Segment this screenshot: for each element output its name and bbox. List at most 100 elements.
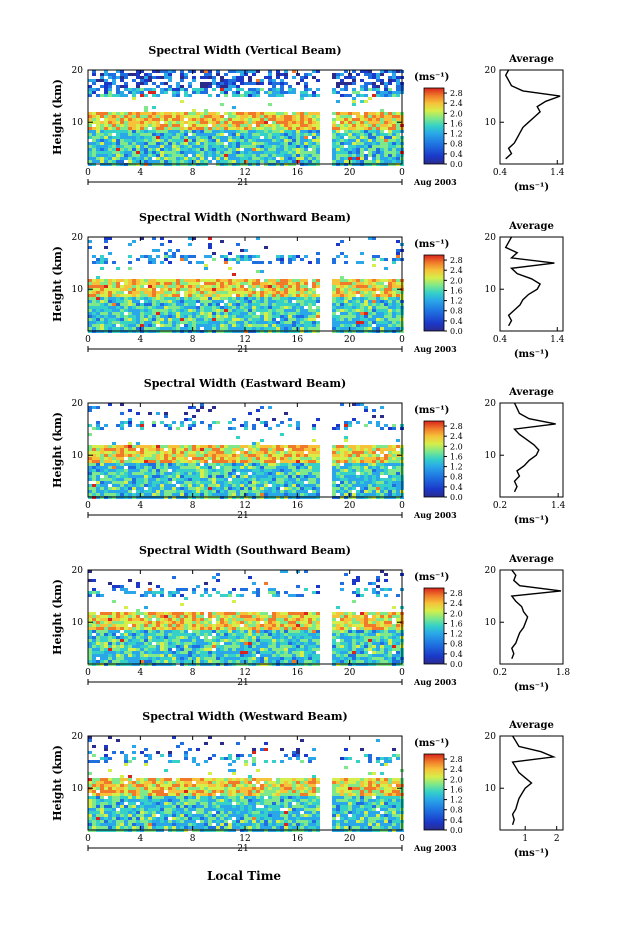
heatmap-cell (388, 291, 392, 294)
heatmap-cell (188, 136, 192, 139)
heatmap-cell (392, 124, 396, 127)
heatmap-cell (112, 303, 116, 306)
heatmap-cell (236, 436, 240, 439)
heatmap-cell (244, 279, 248, 282)
heatmap-cell (344, 318, 348, 321)
heatmap-cell (204, 469, 208, 472)
heatmap-cell (316, 475, 320, 478)
heatmap-cell (144, 315, 148, 318)
heatmap-cell (88, 463, 92, 466)
heatmap-cell (312, 463, 316, 466)
heatmap-cell (144, 460, 148, 463)
heatmap-cell (368, 70, 372, 73)
heatmap-cell (100, 487, 104, 490)
heatmap-cell (96, 448, 100, 451)
heatmap-cell (232, 469, 236, 472)
heatmap-cell (256, 157, 260, 160)
heatmap-cell (240, 76, 244, 79)
heatmap-cell (332, 481, 336, 484)
heatmap-cell (392, 324, 396, 327)
heatmap-cell (192, 445, 196, 448)
heatmap-cell (364, 279, 368, 282)
heatmap-cell (240, 303, 244, 306)
heatmap-cell (112, 139, 116, 142)
heatmap-cell (220, 294, 224, 297)
heatmap-cell (380, 445, 384, 448)
heatmap-cell (340, 303, 344, 306)
heatmap-cell (92, 88, 96, 91)
heatmap-cell (148, 291, 152, 294)
heatmap-cell (240, 327, 244, 330)
heatmap-cell (332, 88, 336, 91)
heatmap-cell (100, 115, 104, 118)
heatmap-cell (200, 157, 204, 160)
heatmap-cell (240, 258, 244, 261)
heatmap-cell (96, 136, 100, 139)
heatmap-cell (244, 463, 248, 466)
heatmap-cell (336, 484, 340, 487)
heatmap-cell (332, 312, 336, 315)
heatmap-cell (204, 136, 208, 139)
heatmap-cell (300, 157, 304, 160)
heatmap-cell (128, 291, 132, 294)
heatmap-cell (96, 469, 100, 472)
heatmap-cell (284, 454, 288, 457)
heatmap-cell (340, 451, 344, 454)
heatmap-cell (148, 288, 152, 291)
heatmap-cell (248, 478, 252, 481)
heatmap-cell (120, 115, 124, 118)
heatmap-cell (208, 112, 212, 115)
heatmap-cell (276, 469, 280, 472)
heatmap-cell (124, 142, 128, 145)
heatmap-cell (224, 478, 228, 481)
heatmap-cell (360, 403, 364, 406)
heatmap-cell (288, 261, 292, 264)
heatmap-cell (128, 154, 132, 157)
heatmap-cell (264, 445, 268, 448)
heatmap-cell (180, 493, 184, 496)
heatmap-cell (348, 484, 352, 487)
heatmap-cell (216, 300, 220, 303)
heatmap-cell (212, 303, 216, 306)
heatmap-cell (368, 466, 372, 469)
heatmap-cell (160, 154, 164, 157)
heatmap-cell (244, 484, 248, 487)
heatmap-cell (192, 327, 196, 330)
heatmap-cell (388, 324, 392, 327)
heatmap-cell (284, 115, 288, 118)
colorbar-tick-label: 2.4 (450, 432, 463, 441)
heatmap-cell (148, 484, 152, 487)
average-y-tick-label: 20 (485, 66, 497, 76)
heatmap-cell (224, 315, 228, 318)
heatmap-cell (296, 291, 300, 294)
heatmap-cell (224, 285, 228, 288)
heatmap-cell (248, 490, 252, 493)
heatmap-cell (340, 133, 344, 136)
heatmap-cell (132, 279, 136, 282)
heatmap-cell (100, 79, 104, 82)
heatmap-cell (180, 490, 184, 493)
heatmap-cell (384, 306, 388, 309)
heatmap-cell (248, 487, 252, 490)
heatmap-cell (368, 469, 372, 472)
heatmap-cell (116, 451, 120, 454)
heatmap-cell (152, 118, 156, 121)
heatmap-cell (316, 142, 320, 145)
heatmap-cell (308, 460, 312, 463)
heatmap-cell (236, 148, 240, 151)
heatmap-cell (112, 312, 116, 315)
heatmap-cell (212, 475, 216, 478)
heatmap-cell (308, 160, 312, 163)
heatmap-cell (312, 154, 316, 157)
heatmap-cell (252, 160, 256, 163)
heatmap-cell (212, 457, 216, 460)
heatmap-cell (348, 457, 352, 460)
heatmap-cell (252, 327, 256, 330)
heatmap-cell (256, 315, 260, 318)
heatmap-cell (184, 127, 188, 130)
heatmap-cell (256, 591, 260, 594)
heatmap-cell (364, 145, 368, 148)
heatmap-cell (136, 324, 140, 327)
heatmap-cell (356, 148, 360, 151)
heatmap-cell (228, 118, 232, 121)
